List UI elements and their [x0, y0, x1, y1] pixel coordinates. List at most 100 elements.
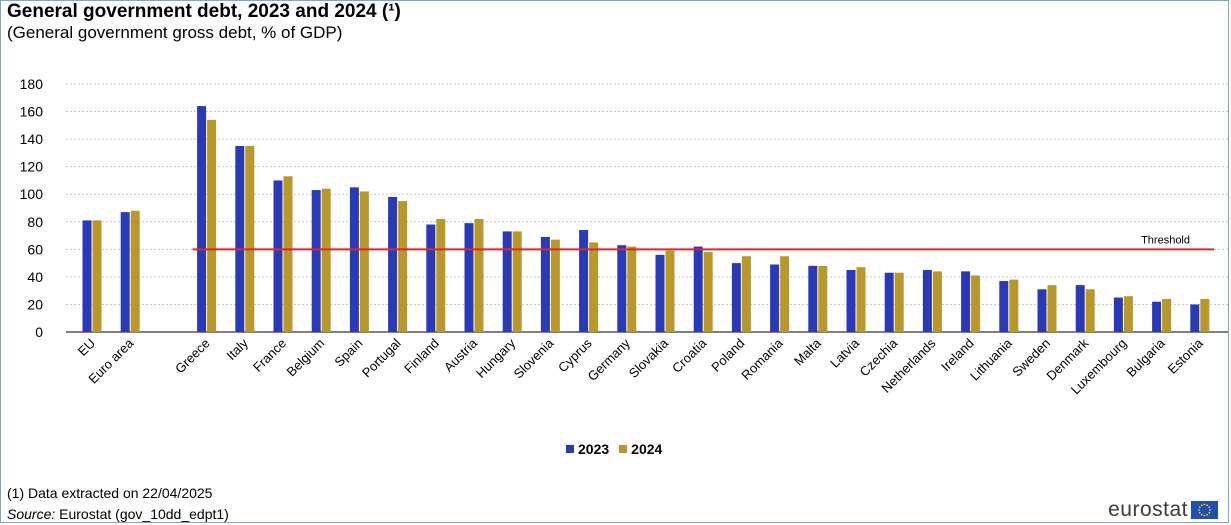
bar-2023 [464, 223, 474, 332]
eu-flag-star [1200, 513, 1203, 516]
x-tick-label: Estonia [1165, 335, 1207, 377]
bar-2024 [589, 242, 599, 332]
bar-2024 [1009, 279, 1019, 332]
y-tick-label: 100 [20, 186, 44, 202]
bar-2023 [311, 190, 321, 332]
eu-flag-star [1203, 503, 1206, 506]
bar-2023 [884, 272, 894, 332]
threshold-label: Threshold [1141, 234, 1190, 246]
bar-2024 [627, 246, 637, 332]
x-tick-label: Germany [585, 335, 634, 384]
bar-2023 [502, 231, 512, 332]
bar-2024 [207, 119, 217, 332]
bar-2024 [856, 267, 866, 332]
bar-2023 [579, 230, 589, 332]
footnote: (1) Data extracted on 22/04/2025 [7, 485, 213, 501]
x-tick-label: EU [75, 336, 98, 359]
bar-2024 [741, 256, 751, 332]
bar-2024 [1047, 285, 1057, 332]
bar-2023 [82, 220, 92, 332]
eu-flag-star [1198, 506, 1201, 509]
x-tick-label: Greece [172, 336, 213, 377]
y-tick-label: 0 [35, 324, 43, 340]
eu-flag-icon [1191, 501, 1218, 519]
bar-2024 [130, 210, 140, 332]
bar-2023 [999, 281, 1009, 332]
bar-2024 [436, 219, 446, 332]
eu-flag-star [1206, 513, 1209, 516]
legend-label-2024: 2024 [631, 441, 663, 457]
y-tick-label: 140 [20, 131, 44, 147]
bar-2023 [1037, 289, 1047, 332]
bar-2023 [120, 212, 130, 332]
bar-2023 [731, 263, 741, 332]
bar-2024 [703, 252, 713, 332]
eurostat-logo: eurostat [1108, 498, 1218, 522]
x-tick-label: Finland [401, 336, 442, 377]
bar-2023 [693, 246, 703, 332]
bar-2024 [1200, 298, 1210, 332]
bar-2024 [512, 231, 522, 332]
eu-flag-star [1198, 511, 1201, 514]
y-tick-label: 160 [20, 104, 44, 120]
source-text: Eurostat (gov_10dd_edpt1) [55, 506, 229, 522]
bar-2024 [92, 220, 102, 332]
legend-swatch-2023 [566, 445, 574, 453]
x-tick-label: Romania [738, 335, 786, 383]
bar-2024 [550, 239, 560, 332]
eurostat-logo-text: eurostat [1108, 498, 1188, 521]
bar-2024 [359, 191, 369, 332]
x-tick-label: Bulgaria [1123, 335, 1168, 380]
y-tick-label: 120 [20, 159, 44, 175]
bar-2024 [932, 271, 942, 332]
y-tick-label: 180 [20, 76, 44, 92]
bar-2024 [665, 250, 675, 332]
eu-flag-star [1206, 504, 1209, 507]
legend-swatch-2024 [619, 445, 628, 453]
bar-2023 [655, 254, 665, 332]
bar-2024 [398, 201, 408, 332]
bar-2024 [971, 275, 981, 332]
eu-flag-star [1208, 506, 1211, 509]
bar-2023 [540, 236, 550, 332]
bar-2023 [197, 106, 207, 333]
x-tick-label: Lithuania [967, 335, 1015, 383]
x-tick-label: Belgium [284, 336, 328, 380]
bar-2023 [273, 180, 283, 332]
bar-2023 [349, 187, 359, 332]
source-label: Source: [7, 506, 56, 522]
x-tick-label: Italy [223, 335, 251, 363]
x-tick-label: Slovenia [511, 335, 557, 381]
bar-2023 [1190, 304, 1200, 332]
bar-2023 [235, 146, 245, 332]
y-tick-label: 40 [27, 269, 43, 285]
chart-legend: 2023 2024 [566, 441, 662, 457]
eu-flag-star [1198, 509, 1200, 511]
eu-flag-background [1191, 501, 1218, 519]
bar-2024 [245, 146, 255, 332]
chart-title: General government debt, 2023 and 2024 (… [7, 1, 401, 22]
bar-2024 [1162, 298, 1172, 332]
bar-2023 [1075, 285, 1085, 332]
bar-2023 [388, 196, 398, 332]
legend-item-2023: 2023 [566, 441, 609, 457]
bar-2023 [617, 245, 627, 332]
x-tick-label: Spain [331, 336, 365, 370]
bar-2024 [321, 188, 331, 332]
x-tick-label: Latvia [827, 335, 863, 371]
y-tick-label: 20 [27, 296, 43, 312]
x-tick-label: Portugal [359, 335, 404, 380]
bar-2023 [1113, 297, 1123, 332]
bar-2024 [283, 176, 293, 332]
bar-2023 [922, 270, 932, 332]
source-note: Source: Eurostat (gov_10dd_edpt1) [7, 506, 229, 522]
bar-2024 [1123, 296, 1133, 332]
eu-flag-star [1203, 514, 1206, 517]
bar-2024 [894, 272, 904, 332]
bar-2023 [1152, 301, 1162, 332]
bar-2024 [1085, 289, 1095, 332]
legend-label-2023: 2023 [578, 441, 610, 457]
y-tick-label: 60 [27, 241, 43, 257]
